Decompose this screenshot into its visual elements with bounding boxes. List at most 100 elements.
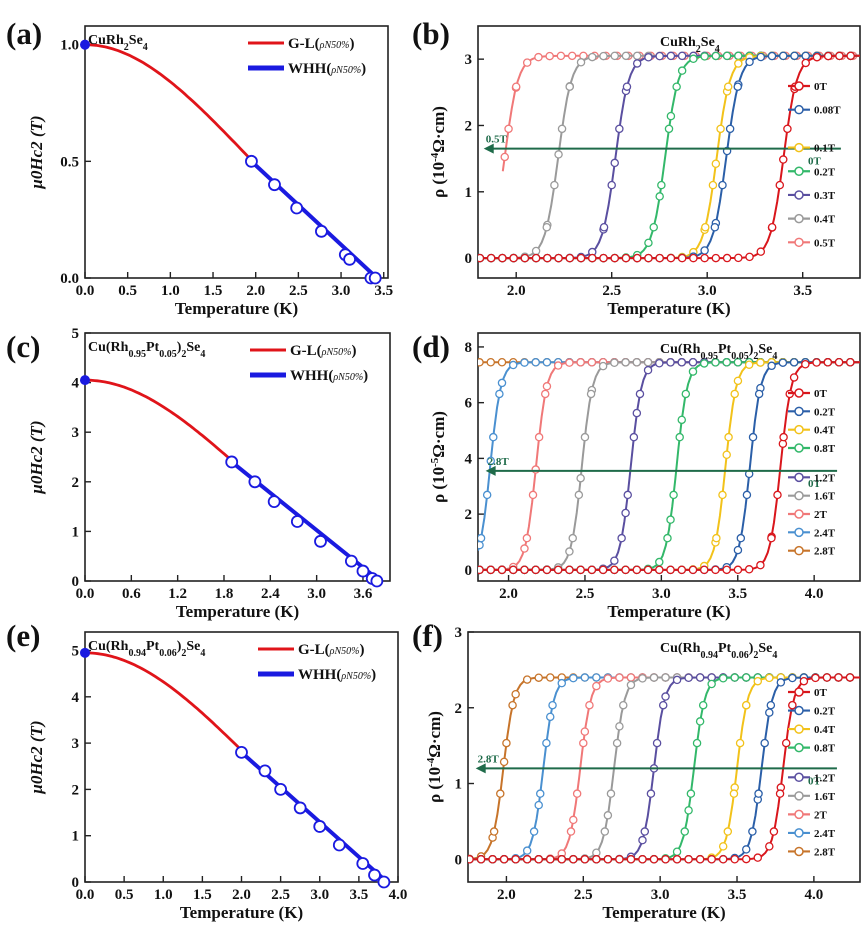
legend-entry: G-L(ρN50%) [298,642,364,658]
legend-label: 1.6T [814,491,836,503]
series-point [599,253,608,263]
series-point [632,358,642,367]
series-point [822,673,832,682]
data-point [343,252,356,266]
x-tick-label: 1.2 [168,586,187,602]
series-point [632,59,642,68]
composition-label-part: Se [129,33,143,48]
series-point [621,253,631,263]
y-axis-title-part: -4 [429,152,441,162]
series-point [695,855,705,864]
series-point [722,253,732,263]
series-point [684,806,693,815]
series-point [622,82,632,91]
series-point [534,52,543,62]
plot-frame [467,631,861,883]
series-point [599,51,608,61]
x-tick-label: 0.0 [76,283,95,299]
series-point [789,373,799,382]
series-point [681,389,691,399]
composition-label-part: 4 [200,349,205,360]
series-point [478,565,484,575]
panel-b: 2.0 2.5 3.0 3.5 0 1 2 3 Temperature (K) (b) ρ (10-… [412,16,861,318]
series-point [522,675,532,684]
series-point [619,700,628,710]
series-point [666,51,676,61]
series-point [756,560,765,570]
series-point [621,51,631,61]
field-arrow-head [475,763,486,774]
series-point [522,855,532,864]
series-point [734,253,743,263]
series-point [615,722,624,731]
series-point [666,515,675,524]
series-point [666,565,675,575]
series-point [712,533,721,543]
series-point [790,51,799,61]
x-tick-label: 2.5 [574,887,593,903]
series-point [621,565,630,575]
series-point [677,66,687,75]
legend-sub: ρN50% [340,671,371,682]
plot-frame [477,25,861,279]
series-point [776,678,786,687]
series-point [773,490,782,500]
series-point [585,700,594,710]
series-point [610,358,619,367]
series-point [638,835,647,845]
series-point [742,490,752,500]
y-tick-label: 1.0 [60,38,79,54]
composition-label: Cu(Rh0.95Pt0.05)2Se4 [88,340,205,360]
series-point [495,389,504,399]
composition-label-part: Pt [718,342,732,357]
series-point [557,678,567,688]
x-tick-label: 3.0 [698,283,717,299]
series-point [565,565,574,575]
series-point [566,827,576,836]
data-point [293,801,307,815]
composition-label-part: 2 [181,648,186,659]
series-point [781,738,791,748]
series-point [701,222,710,232]
series-point [655,51,664,61]
series-point [789,358,799,367]
legend-close: ) [359,642,364,658]
series-point [522,533,532,543]
y-tick-label: 2 [72,782,80,798]
x-tick-label: 2.5 [271,887,290,903]
series-point [632,408,642,418]
x-tick-label: 3.5 [374,283,393,299]
legend-marker [794,443,804,453]
series-point [733,358,743,367]
series-point [497,565,507,575]
data-point [225,455,239,469]
legend-marker [794,809,804,820]
x-tick-label: 0.0 [76,586,95,602]
y-tick-label: 0 [465,251,473,267]
x-tick-label: 0.5 [115,887,134,903]
series-point [741,700,751,710]
series-point [565,358,574,367]
series-point [741,854,751,864]
data-point [377,875,391,889]
panel-a: 0.0 0.5 1.0 1.5 2.0 2.5 3.0 3.50.00.51.0Tempera… [6,16,393,318]
series-point [775,180,785,190]
series-point [511,855,520,864]
series-point [640,827,650,836]
series-point [716,124,725,134]
series-point [672,82,681,91]
series-point [754,789,763,798]
series-point [509,253,518,263]
series-point [649,673,659,682]
y-tick-label: 0 [465,563,473,579]
series-point [845,673,855,682]
series-point [548,700,557,710]
series-point [632,51,642,61]
arrow-end-label: 2.8T [478,753,500,765]
series-point [723,82,733,91]
series-point [565,82,574,91]
series-point [486,456,496,466]
x-axis-title: Temperature (K) [607,299,730,318]
composition-label-part: Se [758,342,772,357]
series-point [695,673,705,682]
